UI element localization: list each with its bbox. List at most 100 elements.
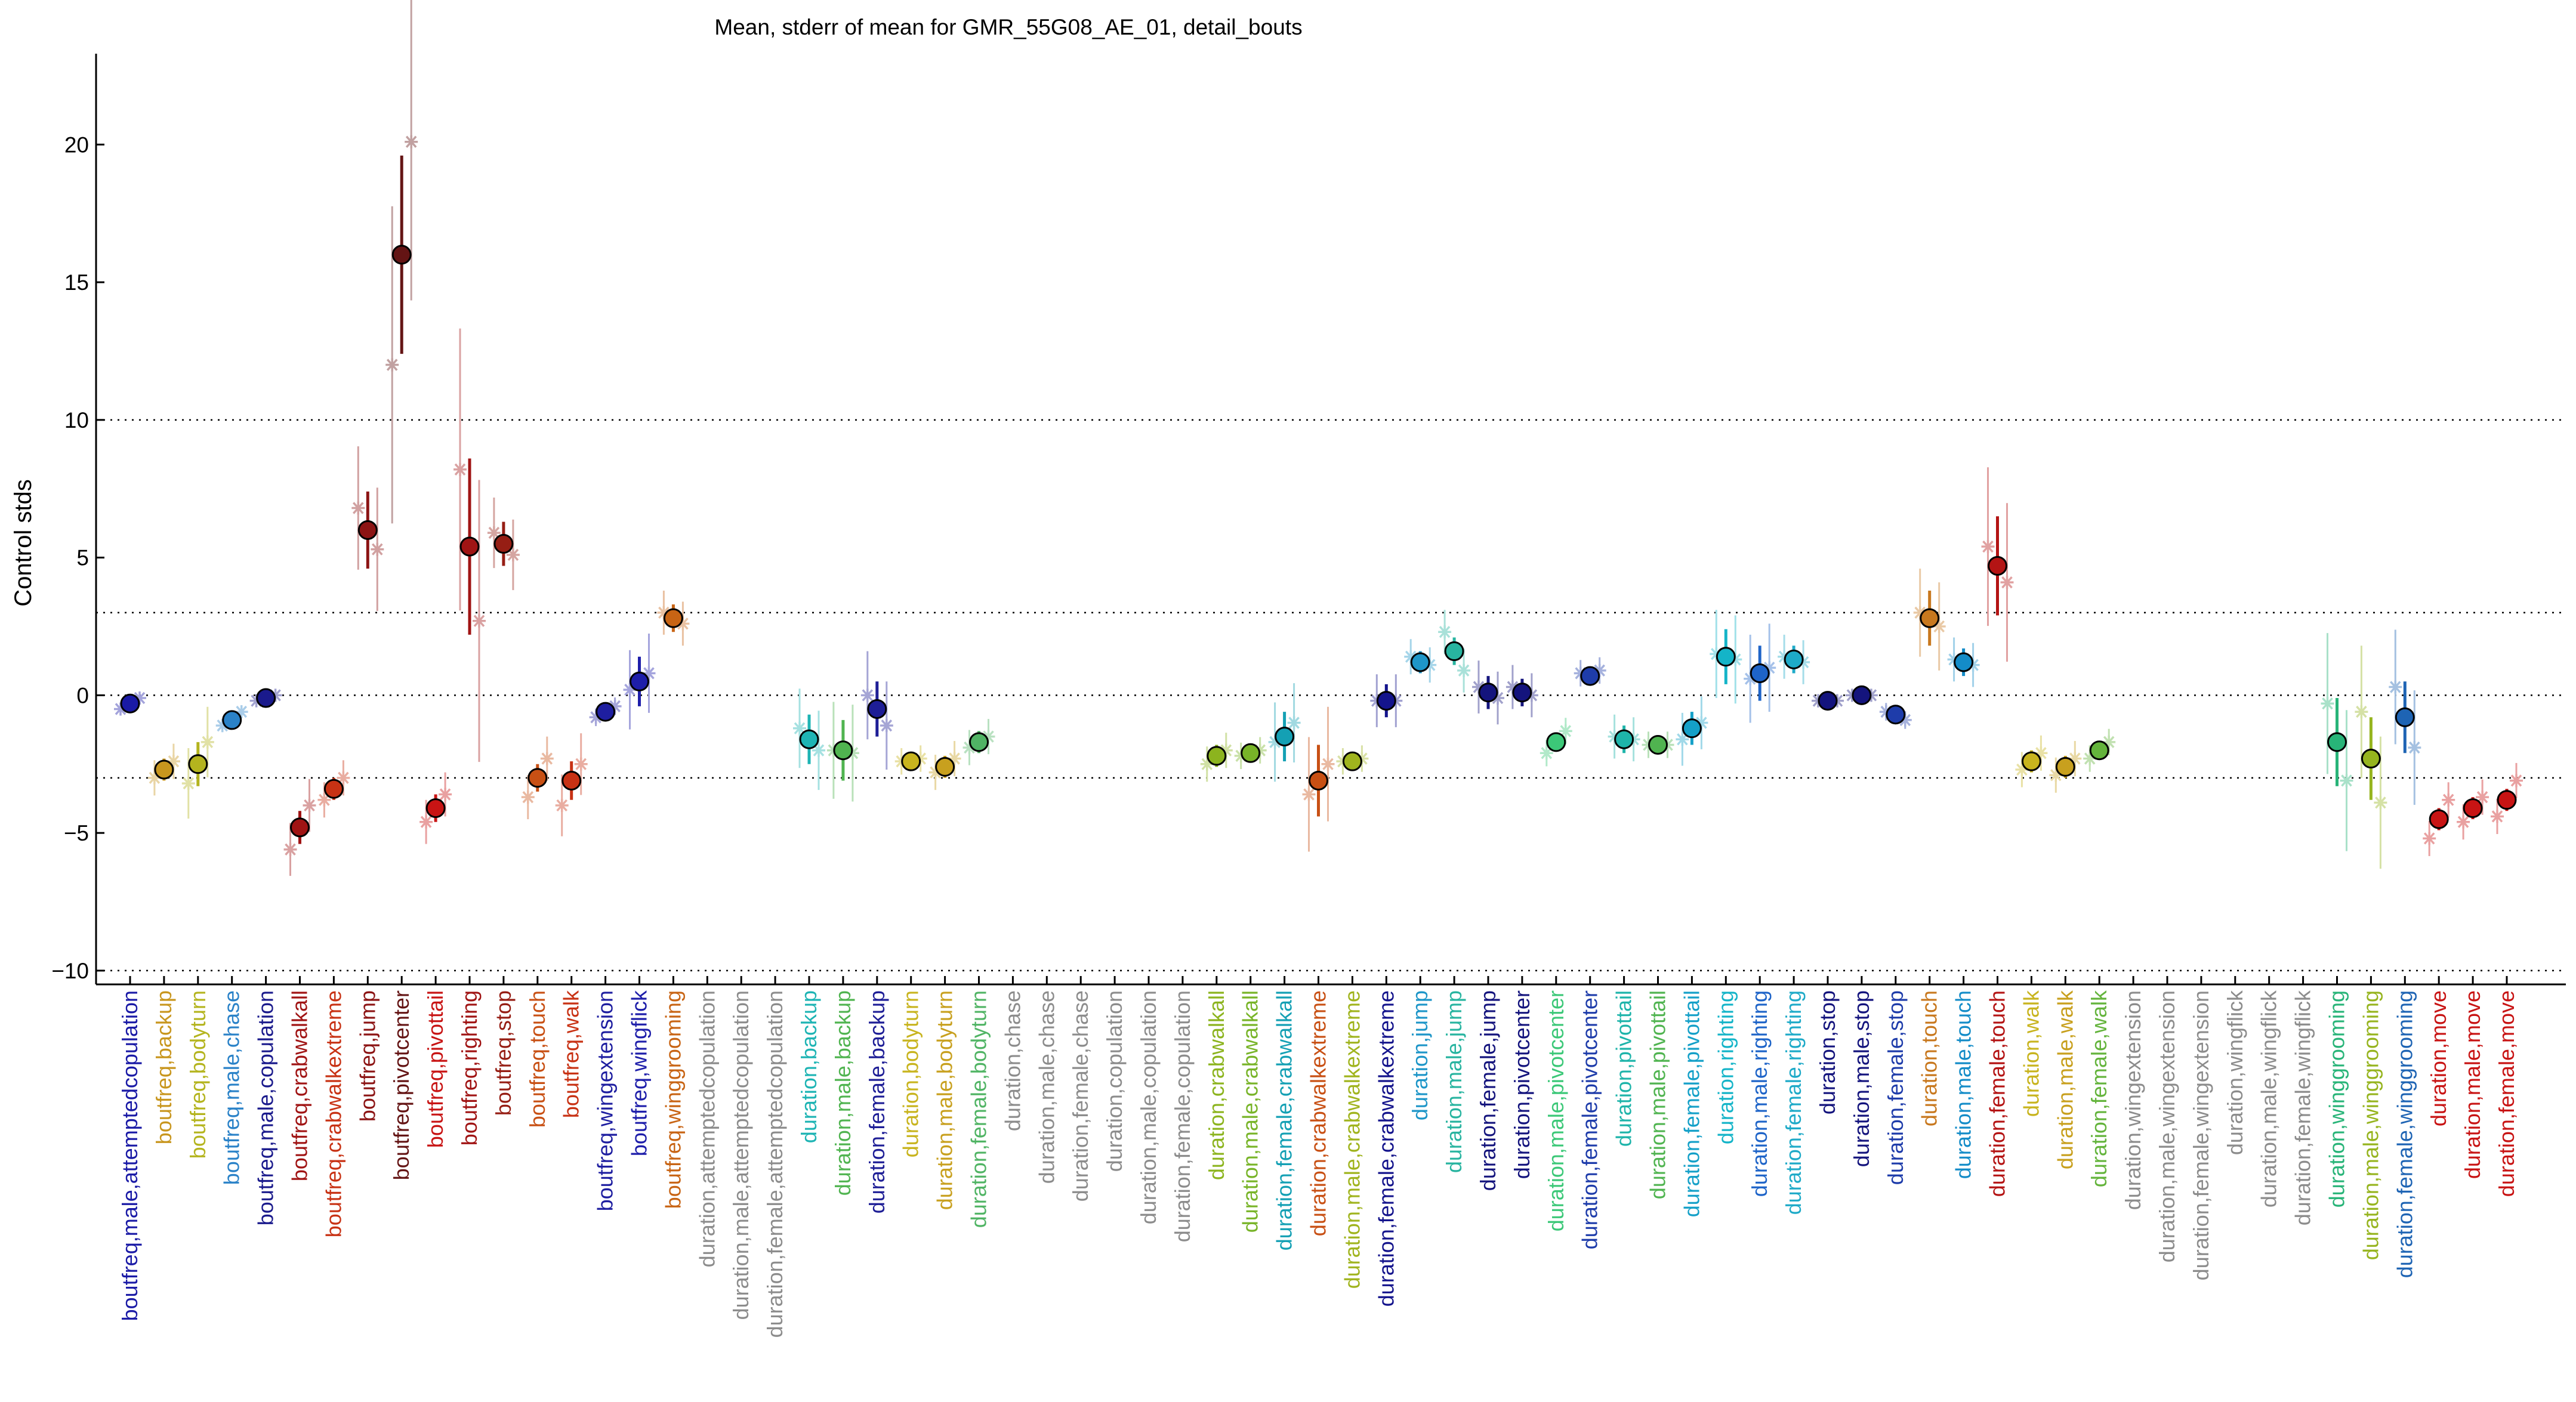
x-tick-label: duration,female,touch [1985,990,2010,1197]
x-tick-label: duration,female,righting [1781,990,1806,1215]
mean-point [120,693,140,714]
mean-point [357,520,378,540]
y-tick-label: 10 [64,408,89,433]
mean-point [1410,652,1430,672]
x-tick-label: duration,pivotcenter [1510,990,1534,1179]
group-star [419,815,433,829]
x-tick-label: duration,attemptedcopulation [695,990,719,1267]
y-tick-label: −5 [64,821,89,845]
x-tick-label: duration,wingflick [2223,990,2247,1155]
mean-point [1682,718,1702,739]
y-tick-label: 5 [76,546,89,570]
group-star [540,752,554,765]
x-tick-label: duration,wingextension [2121,990,2145,1210]
mean-point [493,534,514,554]
mean-point [1207,746,1227,766]
group-star [473,614,486,628]
x-tick-label: duration,move [2426,990,2451,1126]
x-tick-label: boutfreq,stop [491,990,516,1116]
mean-point [256,688,276,708]
group-star [2457,815,2470,829]
mean-point [2497,790,2517,810]
mean-point [1342,751,1362,771]
data-marks [114,0,2523,876]
mean-point [1376,691,1396,711]
mean-point [630,671,649,691]
x-tick-label: duration,female,pivottail [1679,990,1704,1217]
x-tick-label: boutfreq,male,copulation [254,990,278,1225]
mean-point [2429,809,2449,829]
group-star [181,777,195,790]
x-tick-label: duration,jump [1408,990,1432,1120]
x-ticks: boutfreq,male,attemptedcopulation boutfre… [118,976,2519,1338]
x-tick-label: duration,male,pivottail [1646,990,1670,1199]
mean-point [1648,734,1668,755]
y-tick-label: 20 [64,132,89,157]
group-star [1981,540,1995,554]
mean-point [901,751,921,771]
x-tick-label: duration,male,winggrooming [2358,990,2383,1260]
mean-point [1275,727,1295,747]
x-tick-label: boutfreq,wingflick [627,990,652,1156]
group-star [2321,697,2334,711]
mean-point [1716,647,1736,667]
x-tick-label: duration,righting [1713,990,1738,1144]
x-tick-label: duration,male,attemptedcopulation [729,990,753,1320]
x-tick-label: duration,female,jump [1476,990,1500,1191]
mean-point [1784,649,1804,669]
x-tick-label: duration,male,chase [1034,990,1059,1184]
mean-point [1750,663,1770,683]
x-tick-label: duration,female,attemptedcopulation [763,990,787,1338]
mean-point [1818,691,1838,711]
x-tick-label: duration,pivottail [1612,990,1636,1147]
x-tick-label: duration,bodyturn [899,990,923,1157]
group-star [2423,832,2436,845]
mean-point [425,798,446,819]
mean-point [596,702,616,722]
group-star [574,757,588,771]
y-tick-label: 0 [76,683,89,708]
x-tick-label: duration,male,copulation [1136,990,1161,1224]
mean-point [1954,652,1974,672]
group-star [2408,741,2421,755]
mean-point [188,754,208,774]
y-tick-label: 15 [64,270,89,295]
x-tick-label: duration,male,bodyturn [933,990,957,1210]
group-star [371,542,384,556]
mean-point [391,245,412,265]
x-tick-label: boutfreq,walk [559,990,584,1118]
mean-point [1241,743,1261,763]
x-tick-label: duration,backup [797,990,821,1143]
mean-point [867,699,887,719]
x-tick-label: duration,female,bodyturn [967,990,991,1228]
x-tick-label: duration,male,wingextension [2155,990,2179,1262]
mean-point [1852,685,1872,705]
group-star [1302,788,1316,801]
group-star [880,719,893,733]
x-tick-label: duration,walk [2019,990,2043,1117]
x-tick-label: duration,female,move [2494,990,2519,1197]
group-star [555,799,569,812]
y-axis-label: Control stds [10,479,36,606]
x-tick-label: boutfreq,pivotcenter [389,990,414,1180]
mean-point [935,756,955,777]
x-tick-label: duration,female,pivotcenter [1578,990,1602,1249]
mean-point [799,729,819,749]
mean-point [1886,705,1906,725]
x-tick-label: duration,crabwalkextreme [1306,990,1331,1236]
x-tick-label: duration,copulation [1102,990,1127,1172]
x-tick-label: boutfreq,crabwalkall [288,990,312,1181]
x-tick-label: duration,female,copulation [1170,990,1195,1242]
x-tick-label: duration,male,stop [1849,990,1874,1167]
group-star [2389,680,2402,694]
x-tick-label: duration,male,crabwalkall [1238,990,1263,1233]
mean-point [2395,707,2415,727]
x-tick-label: duration,male,jump [1442,990,1466,1173]
mean-point [562,770,582,790]
mean-point [1546,732,1566,752]
mean-point [527,768,548,788]
group-star [506,548,520,561]
x-tick-label: duration,male,move [2460,990,2485,1179]
mean-point [290,817,310,838]
mean-point [969,732,989,752]
